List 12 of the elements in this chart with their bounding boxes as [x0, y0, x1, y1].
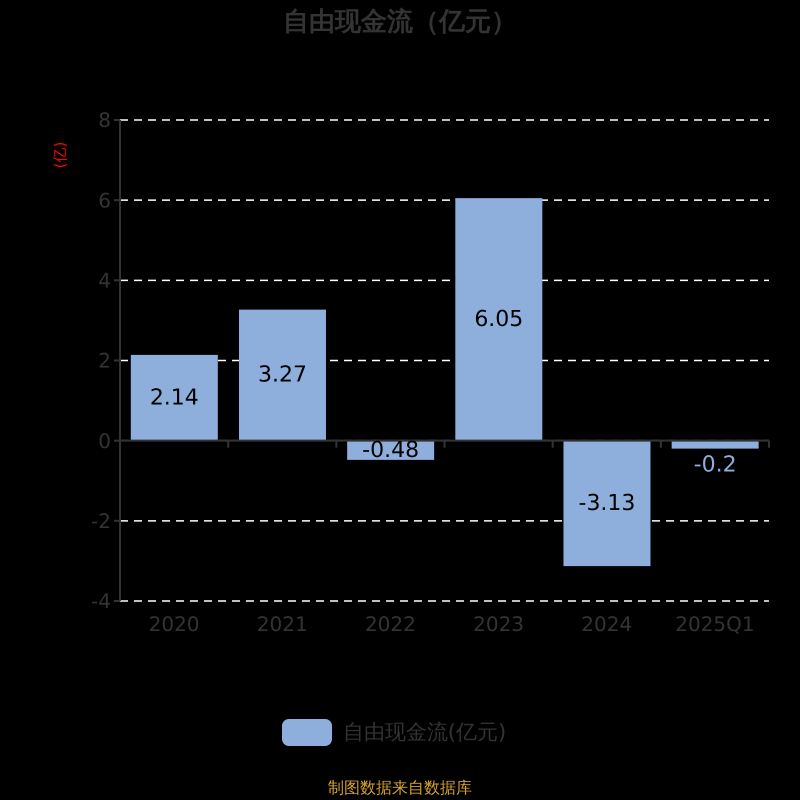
text: 制图数据来自数据库: [327, 777, 473, 799]
data-label: 3.27: [258, 362, 307, 388]
bar: [455, 198, 542, 441]
bar: [130, 354, 218, 441]
bar: [563, 440, 650, 566]
data-label: 2.14: [150, 385, 199, 410]
data-label: -0.2: [694, 452, 737, 478]
bar: [238, 310, 326, 441]
data-label: -0.48: [362, 438, 420, 463]
y-axis-title: (亿): [51, 142, 69, 168]
data-label: 6.05: [474, 306, 524, 332]
data-label: -3.13: [578, 490, 636, 516]
